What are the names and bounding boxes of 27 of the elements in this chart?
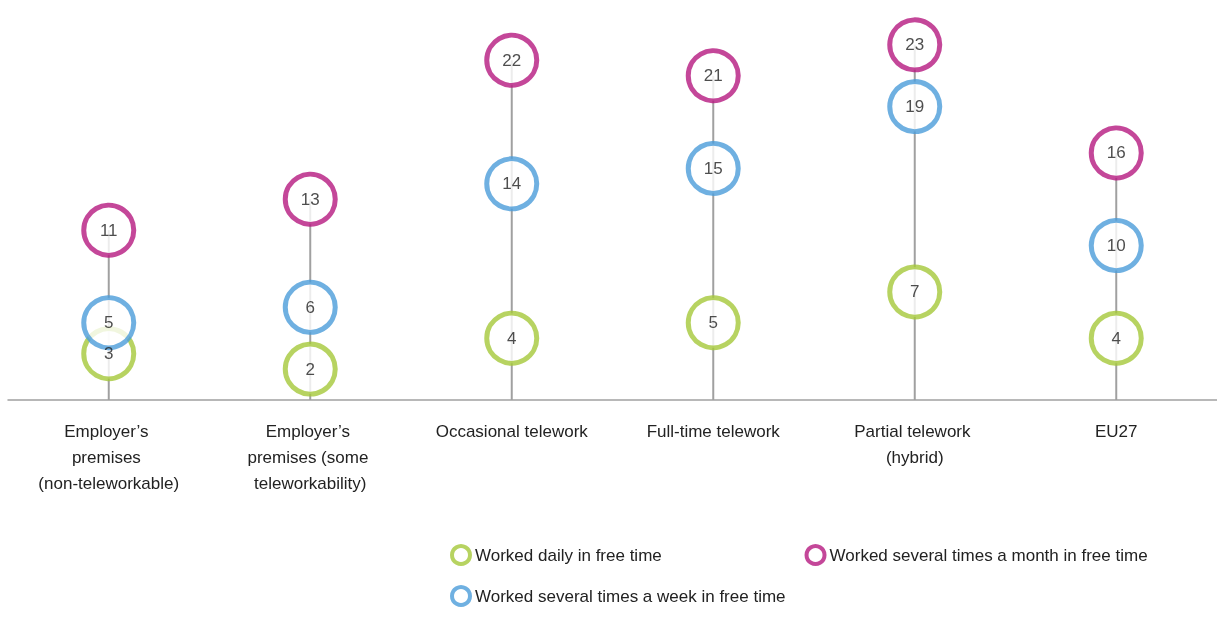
legend-label: Worked several times a week in free time	[475, 586, 786, 606]
data-label: 19	[905, 97, 925, 117]
data-label: 4	[507, 328, 517, 348]
x-tick-label: Employer’s premises (some teleworkability)	[247, 421, 374, 493]
data-label: 2	[305, 359, 315, 379]
data-label: 15	[703, 158, 723, 178]
data-label: 5	[708, 313, 718, 333]
data-label: 10	[1106, 236, 1126, 256]
data-label: 3	[104, 344, 114, 364]
x-tick-label: Partial telework (hybrid)	[854, 421, 976, 467]
x-tick-label: Employer’s premises (non-teleworkable)	[38, 421, 180, 493]
data-label: 22	[502, 50, 522, 70]
data-label: 6	[305, 297, 315, 317]
x-tick-label: EU27	[1094, 421, 1138, 441]
legend-label: Worked daily in free time	[475, 545, 662, 565]
data-label: 23	[905, 35, 925, 55]
legend-label: Worked several times a month in free time	[829, 545, 1148, 565]
data-label: 7	[910, 282, 920, 302]
data-label: 13	[300, 189, 320, 209]
data-label: 11	[99, 220, 118, 240]
x-tick-label: Full-time telework	[646, 421, 781, 441]
data-label: 16	[1106, 143, 1126, 163]
data-label: 5	[104, 313, 114, 333]
x-tick-label: Occasional telework	[435, 421, 589, 441]
data-label: 4	[1111, 328, 1121, 348]
data-label: 14	[502, 174, 522, 194]
data-label: 21	[703, 66, 723, 86]
